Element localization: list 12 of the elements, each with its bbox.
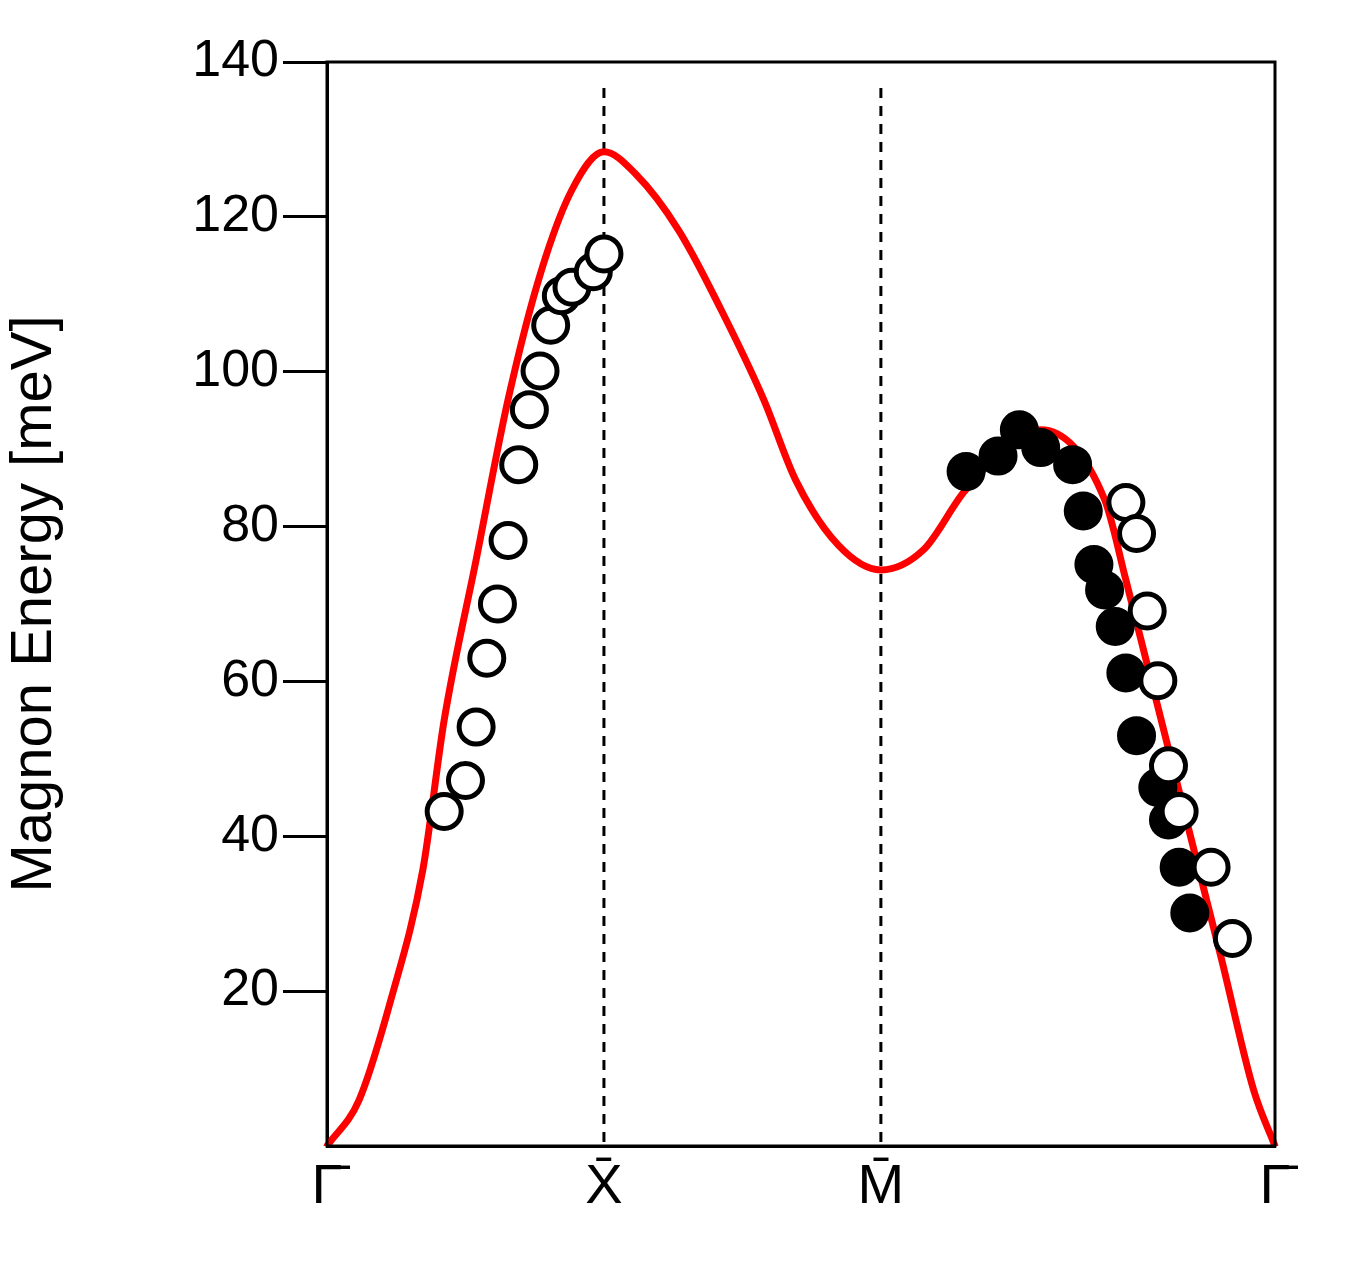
y-tick-label: 100 xyxy=(192,339,279,398)
y-tick-label: 20 xyxy=(221,958,279,1017)
y-tick-label: 40 xyxy=(221,803,279,862)
x-tick-label: Γ̄ xyxy=(1259,1152,1299,1216)
y-axis-title: Magnon Energy [meV] xyxy=(0,315,63,893)
y-tick-label: 140 xyxy=(192,29,279,88)
y-tick-label: 120 xyxy=(192,184,279,243)
x-tick-label: X̄ xyxy=(585,1152,623,1216)
y-tick-label: 60 xyxy=(221,648,279,707)
x-tick-label: Γ̄ xyxy=(311,1152,351,1216)
x-tick-label: M̄ xyxy=(857,1152,905,1216)
y-tick-label: 80 xyxy=(221,493,279,552)
